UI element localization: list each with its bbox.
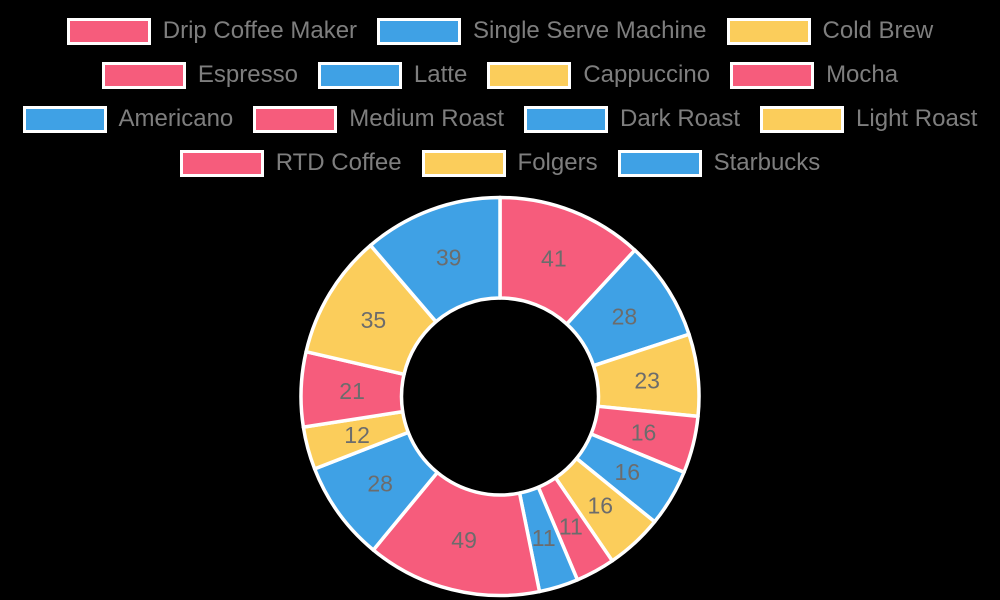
- legend-item-label: Folgers: [517, 149, 598, 176]
- legend-item-label: Starbucks: [713, 149, 821, 176]
- legend-item-americano[interactable]: Americano: [22, 105, 234, 133]
- legend-item-label: Americano: [118, 105, 234, 132]
- slice-value-label-cappuccino: 16: [587, 492, 613, 518]
- legend-row-4: RTD Coffee Folgers Starbucks: [0, 149, 1000, 177]
- legend-swatch-yellow: [760, 105, 845, 133]
- slice-value-label-drip-coffee-maker: 41: [541, 246, 567, 272]
- slice-starbucks[interactable]: [368, 195, 502, 324]
- legend-item-cold-brew[interactable]: Cold Brew: [726, 17, 934, 45]
- legend-item-cappuccino[interactable]: Cappuccino: [487, 61, 710, 89]
- legend-swatch-blue: [617, 149, 702, 177]
- legend-item-single-serve-machine[interactable]: Single Serve Machine: [377, 17, 707, 45]
- slice-value-label-mocha: 11: [559, 513, 583, 539]
- legend-row-3: Americano Medium Roast Dark Roast Light Roa…: [0, 105, 1000, 133]
- legend-item-folgers[interactable]: Folgers: [421, 149, 598, 177]
- slice-value-label-cold-brew: 23: [634, 367, 660, 393]
- legend-item-drip-coffee-maker[interactable]: Drip Coffee Maker: [66, 17, 358, 45]
- legend-swatch-yellow: [487, 61, 572, 89]
- legend-item-dark-roast[interactable]: Dark Roast: [524, 105, 740, 133]
- legend-item-label: Medium Roast: [349, 105, 504, 132]
- legend-item-latte[interactable]: Latte: [317, 61, 468, 89]
- legend-item-rtd-coffee[interactable]: RTD Coffee: [179, 149, 402, 177]
- legend-item-light-roast[interactable]: Light Roast: [760, 105, 977, 133]
- slice-value-label-starbucks: 39: [436, 245, 462, 271]
- legend-swatch-blue: [524, 105, 608, 133]
- legend-swatch-pink: [253, 105, 338, 133]
- legend-item-label: Dark Roast: [620, 105, 741, 132]
- legend-row-2: Espresso Latte Cappuccino Mocha: [0, 61, 1000, 89]
- legend-swatch-blue: [317, 61, 402, 89]
- legend-swatch-yellow: [421, 149, 506, 177]
- legend-item-label: Drip Coffee Maker: [162, 17, 358, 44]
- legend-swatch-blue: [22, 105, 107, 133]
- legend-item-label: Cappuccino: [583, 61, 711, 88]
- chart-legend: Drip Coffee Maker Single Serve Machine Col…: [0, 17, 1000, 177]
- slice-value-label-light-roast: 12: [344, 422, 370, 448]
- legend-item-starbucks[interactable]: Starbucks: [617, 149, 821, 177]
- legend-item-label: RTD Coffee: [275, 149, 402, 176]
- legend-swatch-blue: [377, 17, 462, 45]
- legend-swatch-pink: [101, 61, 186, 89]
- slice-value-label-americano: 11: [532, 525, 556, 551]
- legend-item-label: Cold Brew: [822, 17, 934, 44]
- slice-value-label-folgers: 35: [361, 307, 387, 333]
- legend-row-1: Drip Coffee Maker Single Serve Machine Col…: [0, 17, 1000, 45]
- legend-swatch-pink: [179, 149, 264, 177]
- legend-item-label: Latte: [413, 61, 468, 88]
- slice-value-label-single-serve-machine: 28: [612, 303, 638, 329]
- slice-value-label-espresso: 16: [631, 419, 657, 445]
- slice-value-label-rtd-coffee: 21: [339, 378, 365, 404]
- legend-swatch-pink: [730, 61, 815, 89]
- legend-item-label: Single Serve Machine: [473, 17, 707, 44]
- legend-swatch-yellow: [726, 17, 811, 45]
- legend-item-label: Mocha: [826, 61, 899, 88]
- slice-value-label-latte: 16: [614, 459, 640, 485]
- legend-item-label: Espresso: [197, 61, 298, 88]
- legend-item-espresso[interactable]: Espresso: [101, 61, 298, 89]
- legend-item-mocha[interactable]: Mocha: [730, 61, 898, 89]
- legend-item-medium-roast[interactable]: Medium Roast: [253, 105, 504, 133]
- legend-swatch-pink: [66, 17, 151, 45]
- slice-value-label-dark-roast: 28: [367, 470, 393, 496]
- legend-item-label: Light Roast: [856, 105, 978, 132]
- slice-medium-roast[interactable]: [371, 470, 542, 598]
- slice-value-label-medium-roast: 49: [451, 527, 477, 553]
